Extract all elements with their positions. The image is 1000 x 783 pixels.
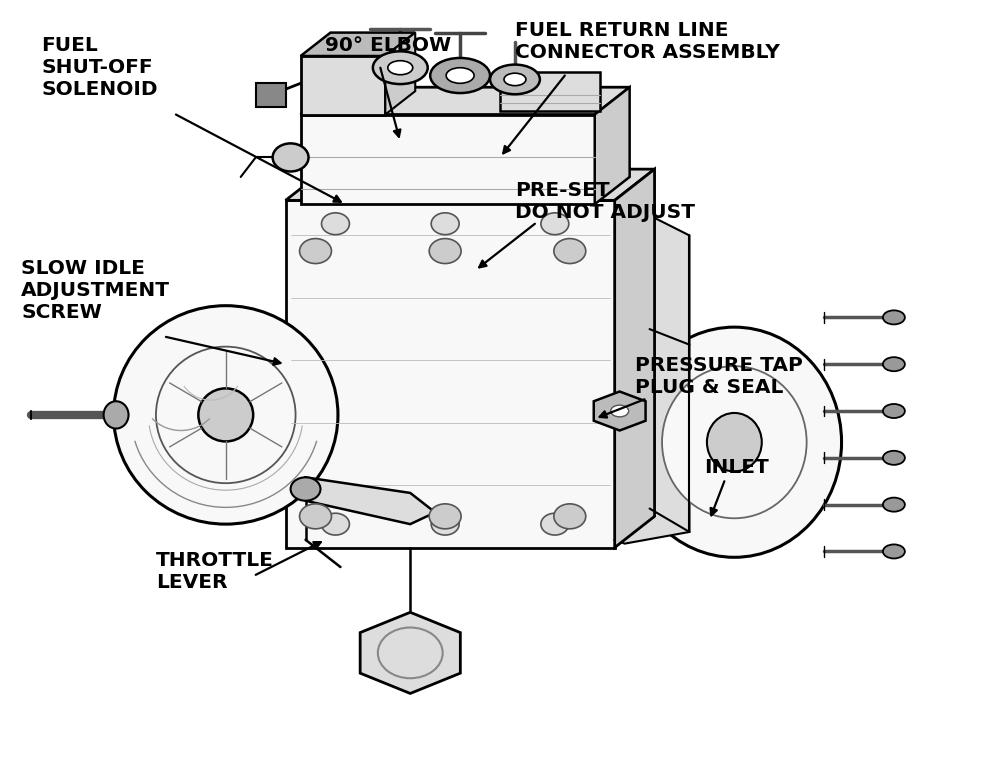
Ellipse shape	[430, 58, 490, 93]
Polygon shape	[594, 392, 646, 431]
Ellipse shape	[707, 413, 762, 471]
Text: FUEL
SHUT-OFF
SOLENOID: FUEL SHUT-OFF SOLENOID	[41, 37, 158, 99]
Polygon shape	[286, 169, 655, 200]
Circle shape	[541, 513, 569, 535]
Polygon shape	[595, 87, 630, 204]
Ellipse shape	[504, 73, 526, 85]
Text: SLOW IDLE
ADJUSTMENT
SCREW: SLOW IDLE ADJUSTMENT SCREW	[21, 259, 170, 322]
Ellipse shape	[883, 544, 905, 558]
Polygon shape	[360, 612, 460, 694]
Polygon shape	[615, 169, 655, 547]
Ellipse shape	[198, 388, 253, 442]
Circle shape	[321, 513, 349, 535]
Polygon shape	[500, 71, 600, 110]
Ellipse shape	[883, 404, 905, 418]
Polygon shape	[286, 200, 615, 547]
Text: INLET: INLET	[704, 458, 769, 477]
Ellipse shape	[373, 52, 428, 84]
Text: PRE-SET
DO NOT ADJUST: PRE-SET DO NOT ADJUST	[515, 181, 695, 222]
Circle shape	[300, 239, 331, 264]
Circle shape	[429, 239, 461, 264]
Polygon shape	[256, 83, 286, 106]
Circle shape	[321, 213, 349, 235]
Polygon shape	[301, 56, 385, 114]
Circle shape	[273, 143, 309, 171]
Ellipse shape	[883, 451, 905, 465]
Circle shape	[431, 513, 459, 535]
Ellipse shape	[114, 305, 338, 524]
Ellipse shape	[883, 498, 905, 511]
Polygon shape	[301, 87, 630, 114]
Ellipse shape	[627, 327, 842, 557]
Text: FUEL RETURN LINE
CONNECTOR ASSEMBLY: FUEL RETURN LINE CONNECTOR ASSEMBLY	[515, 21, 780, 62]
Ellipse shape	[388, 61, 413, 74]
Ellipse shape	[490, 64, 540, 94]
Circle shape	[431, 213, 459, 235]
Text: 90° ELBOW: 90° ELBOW	[325, 37, 452, 56]
Circle shape	[554, 239, 586, 264]
Polygon shape	[615, 200, 689, 543]
Ellipse shape	[104, 401, 129, 428]
Text: PRESSURE TAP
PLUG & SEAL: PRESSURE TAP PLUG & SEAL	[635, 356, 802, 398]
Polygon shape	[301, 33, 415, 56]
Polygon shape	[385, 33, 415, 114]
Text: THROTTLE
LEVER: THROTTLE LEVER	[156, 551, 274, 593]
Polygon shape	[306, 478, 435, 524]
Circle shape	[554, 503, 586, 529]
Polygon shape	[301, 114, 595, 204]
Circle shape	[291, 478, 320, 501]
Ellipse shape	[883, 357, 905, 371]
Ellipse shape	[611, 405, 629, 417]
Ellipse shape	[446, 67, 474, 83]
Circle shape	[541, 213, 569, 235]
Ellipse shape	[883, 310, 905, 324]
Ellipse shape	[156, 347, 296, 483]
Circle shape	[300, 503, 331, 529]
Ellipse shape	[662, 366, 807, 518]
Circle shape	[429, 503, 461, 529]
